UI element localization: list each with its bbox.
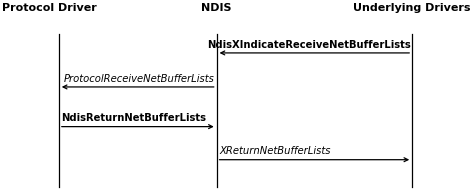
Text: Protocol Driver: Protocol Driver [2,3,97,13]
Text: XReturnNetBufferLists: XReturnNetBufferLists [219,146,331,156]
Text: ProtocolReceiveNetBufferLists: ProtocolReceiveNetBufferLists [64,74,214,84]
Text: NdisXIndicateReceiveNetBufferLists: NdisXIndicateReceiveNetBufferLists [207,40,411,50]
Text: NdisReturnNetBufferLists: NdisReturnNetBufferLists [61,113,206,123]
Text: Underlying Drivers: Underlying Drivers [353,3,471,13]
Text: NDIS: NDIS [202,3,232,13]
